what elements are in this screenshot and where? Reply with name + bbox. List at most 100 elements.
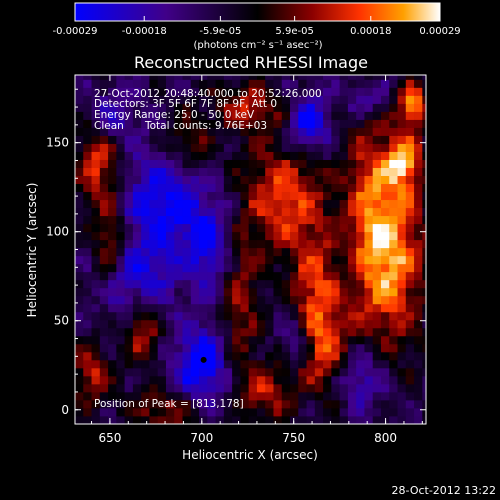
heatmap-cell (75, 119, 84, 128)
heatmap-cell (265, 359, 274, 369)
heatmap-cell (215, 207, 225, 217)
heatmap-cell (339, 207, 349, 217)
heatmap-cell (422, 215, 426, 225)
heatmap-cell (323, 351, 332, 361)
heatmap-cell (248, 343, 258, 353)
heatmap-cell (99, 95, 109, 104)
heatmap-cell (405, 399, 415, 409)
heatmap-cell (174, 135, 183, 144)
heatmap-cell (380, 319, 390, 329)
heatmap-cell (157, 367, 167, 377)
heatmap-cell (240, 231, 250, 241)
heatmap-cell (356, 415, 365, 424)
heatmap-cell (314, 175, 324, 185)
heatmap-cell (83, 271, 92, 281)
heatmap-cell (132, 279, 142, 289)
heatmap-cell (141, 399, 150, 409)
heatmap-cell (405, 167, 415, 176)
heatmap-cell (190, 383, 200, 393)
heatmap-cell (215, 351, 225, 361)
heatmap-cell (248, 383, 258, 393)
heatmap-cell (380, 351, 390, 361)
heatmap-cell (190, 335, 200, 345)
heatmap-cell (405, 207, 415, 217)
heatmap-cell (306, 383, 316, 393)
heatmap-cell (232, 191, 241, 201)
heatmap-cell (108, 311, 117, 321)
heatmap-cell (99, 343, 109, 353)
heatmap-cell (83, 343, 92, 353)
heatmap-cell (339, 399, 349, 409)
heatmap-cell (91, 287, 101, 297)
heatmap-cell (248, 199, 258, 209)
heatmap-cell (174, 127, 183, 136)
heatmap-cell (232, 167, 241, 176)
heatmap-cell (190, 111, 200, 120)
heatmap-cell (91, 247, 101, 257)
heatmap-cell (248, 415, 258, 424)
heatmap-cell (331, 351, 341, 361)
heatmap-cell (364, 119, 374, 128)
heatmap-cell (356, 319, 365, 329)
heatmap-cell (306, 271, 316, 281)
heatmap-cell (124, 247, 134, 257)
heatmap-cell (75, 247, 84, 257)
heatmap-cell (149, 159, 159, 168)
heatmap-cell (165, 343, 175, 353)
heatmap-cell (323, 191, 332, 201)
heatmap-cell (83, 143, 92, 152)
heatmap-cell (141, 127, 150, 136)
heatmap-cell (232, 287, 241, 297)
heatmap-cell (323, 255, 332, 265)
heatmap-cell (281, 399, 291, 409)
heatmap-cell (347, 319, 357, 329)
heatmap-cell (323, 247, 332, 257)
heatmap-cell (182, 375, 192, 385)
heatmap-cell (364, 359, 374, 369)
heatmap-cell (306, 215, 316, 225)
heatmap-cell (75, 263, 84, 273)
heatmap-cell (314, 103, 324, 112)
heatmap-cell (223, 255, 233, 265)
heatmap-cell (240, 255, 250, 265)
heatmap-cell (347, 223, 357, 233)
heatmap-cell (281, 319, 291, 329)
heatmap-cell (132, 295, 142, 305)
heatmap-cell (108, 119, 117, 128)
heatmap-cell (157, 239, 167, 249)
heatmap-cell (157, 75, 167, 80)
heatmap-cell (190, 87, 200, 96)
heatmap-cell (389, 75, 398, 80)
heatmap-cell (405, 343, 415, 353)
heatmap-cell (232, 183, 241, 193)
heatmap-cell (364, 183, 374, 193)
heatmap-cell (273, 287, 283, 297)
heatmap-cell (265, 167, 274, 176)
heatmap-cell (83, 191, 92, 201)
heatmap-cell (116, 183, 126, 193)
heatmap-cell (389, 79, 398, 88)
heatmap-cell (75, 351, 84, 361)
heatmap-cell (314, 263, 324, 273)
heatmap-cell (323, 279, 332, 289)
heatmap-cell (157, 255, 167, 265)
heatmap-cell (75, 87, 84, 96)
heatmap-cell (306, 183, 316, 193)
heatmap-cell (232, 407, 241, 417)
heatmap-cell (199, 319, 208, 329)
heatmap-cell (149, 367, 159, 377)
heatmap-cell (298, 375, 307, 385)
heatmap-cell (414, 255, 423, 265)
heatmap-cell (174, 75, 183, 80)
heatmap-cell (141, 103, 150, 112)
heatmap-cell (215, 279, 225, 289)
heatmap-cell (298, 151, 307, 160)
heatmap-cell (256, 327, 266, 337)
heatmap-cell (380, 95, 390, 104)
heatmap-cell (91, 367, 101, 377)
heatmap-cell (364, 175, 374, 185)
heatmap-cell (223, 75, 233, 80)
heatmap-cell (256, 303, 266, 313)
heatmap-cell (306, 311, 316, 321)
heatmap-cell (165, 215, 175, 225)
